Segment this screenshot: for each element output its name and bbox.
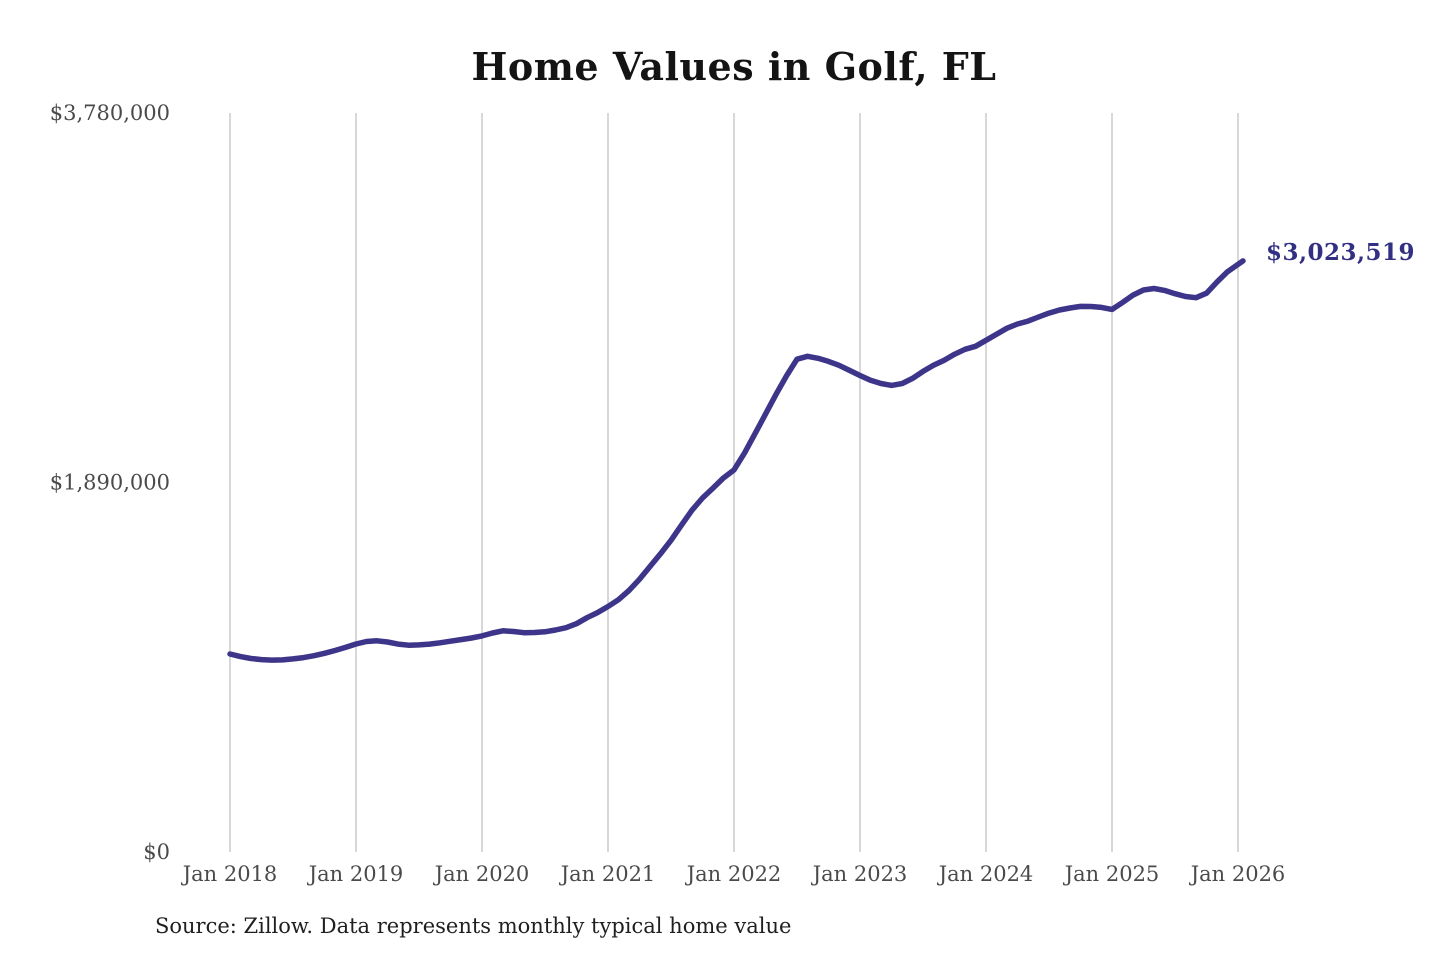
source-note: Source: Zillow. Data represents monthly … <box>155 914 792 938</box>
chart-title: Home Values in Golf, FL <box>471 44 997 89</box>
home-value-line <box>227 258 1246 663</box>
x-tick-jan-2021: Jan 2021 <box>559 862 656 886</box>
x-tick-jan-2018: Jan 2018 <box>181 862 278 886</box>
y-tick-3780000: $3,780,000 <box>50 101 170 125</box>
x-tick-jan-2023: Jan 2023 <box>811 862 908 886</box>
x-tick-jan-2024: Jan 2024 <box>937 862 1034 886</box>
x-tick-jan-2025: Jan 2025 <box>1063 862 1160 886</box>
x-tick-jan-2020: Jan 2020 <box>433 862 530 886</box>
x-tick-jan-2019: Jan 2019 <box>307 862 404 886</box>
latest-value-annotation: $3,023,519 <box>1266 239 1416 266</box>
x-tick-jan-2022: Jan 2022 <box>685 862 782 886</box>
x-tick-jan-2026: Jan 2026 <box>1189 862 1286 886</box>
y-tick-1890000: $1,890,000 <box>50 471 170 495</box>
y-tick-0: $0 <box>143 840 170 864</box>
